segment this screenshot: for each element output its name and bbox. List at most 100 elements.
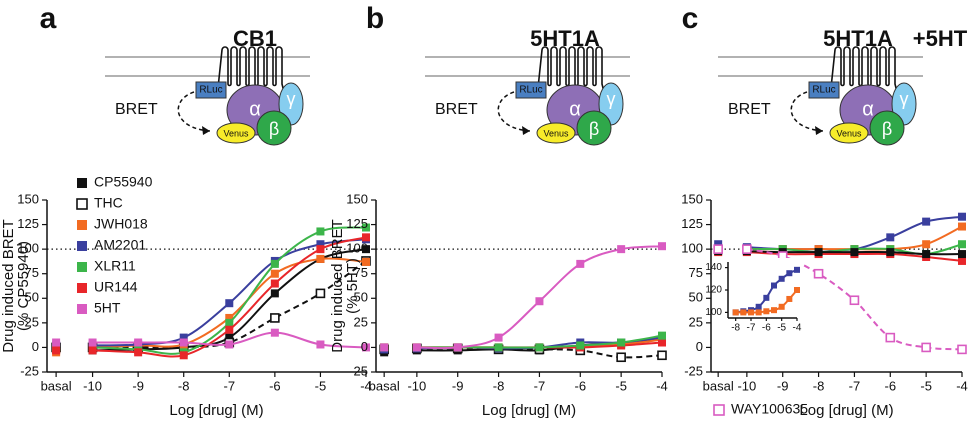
x-tick-label: -9: [777, 378, 789, 393]
data-point: [778, 275, 785, 282]
x-tick-label: basal: [41, 378, 72, 393]
data-point: [957, 344, 967, 355]
x-tick-label: -5: [920, 378, 932, 393]
y-tick-label: 0: [361, 339, 368, 354]
y-axis-title: (% 5HT): [344, 258, 361, 314]
legend-label: AM2201: [94, 237, 146, 253]
legend-swatch: [77, 220, 87, 230]
x-tick-label: -4: [793, 323, 802, 334]
legend-swatch: [77, 241, 87, 251]
data-point: [362, 223, 370, 232]
data-point: [270, 259, 279, 268]
y-tick-label: 50: [25, 290, 39, 305]
data-point: [380, 343, 389, 352]
gamma-label: γ: [900, 89, 909, 109]
data-point: [52, 346, 61, 355]
data-point: [316, 240, 325, 249]
x-tick-label: -8: [813, 378, 825, 393]
y-tick-label: -25: [20, 363, 39, 378]
legend-label: XLR11: [94, 258, 136, 274]
data-point: [771, 307, 777, 314]
receptor-diagram: RLuc α γβ Venus BRET: [105, 46, 310, 146]
data-point: [576, 341, 585, 350]
y-tick-label: 0: [696, 339, 703, 354]
y-tick-label: -25: [684, 363, 703, 378]
data-point: [778, 303, 785, 310]
data-point: [225, 299, 234, 308]
data-point: [315, 288, 326, 299]
data-point: [179, 333, 188, 342]
data-point: [850, 248, 859, 257]
data-point: [270, 328, 279, 337]
g-beta: [869, 110, 905, 146]
legend-label: JWH018: [94, 216, 148, 232]
beta-label: β: [882, 119, 892, 139]
data-point: [316, 340, 325, 349]
receptor-helices: [830, 46, 898, 93]
legend-swatch: [77, 262, 87, 272]
y-axis-title: Drug induced BRET: [329, 219, 346, 352]
data-point: [270, 313, 280, 323]
data-point: [786, 270, 793, 277]
x-tick-label: -4: [360, 378, 372, 393]
venus-label: Venus: [223, 128, 249, 138]
legend-swatch: [713, 404, 725, 416]
data-point: [658, 338, 666, 347]
panel-letter: c: [682, 2, 699, 35]
legend-swatch: [76, 198, 88, 210]
data-point: [52, 338, 61, 347]
g-beta: [256, 110, 292, 146]
y-tick-label: 50: [689, 290, 703, 305]
receptor-helices: [217, 46, 285, 93]
legend-swatch: [77, 283, 87, 293]
receptor-label: CB1: [233, 26, 277, 51]
venus: [536, 122, 576, 144]
rluc: [515, 81, 547, 99]
data-point: [742, 244, 752, 254]
data-point: [755, 309, 762, 316]
x-tick-label: basal: [703, 378, 734, 393]
receptor-label: 5HT1A: [530, 26, 600, 51]
y-axis-title: (% CP55940): [15, 241, 32, 331]
x-tick-label: -8: [731, 323, 740, 334]
data-point: [362, 245, 370, 254]
y-tick-label: 0: [32, 339, 39, 354]
bret-arrow: [790, 91, 824, 132]
data-point: [771, 282, 777, 289]
data-point: [714, 240, 723, 249]
x-tick-label: -10: [737, 378, 756, 393]
data-point: [958, 250, 966, 259]
y-tick-label: 100: [346, 241, 368, 256]
data-point: [886, 248, 895, 257]
alpha-label: α: [862, 98, 874, 120]
x-tick-label: -9: [452, 378, 464, 393]
data-point: [576, 259, 585, 268]
data-point: [134, 338, 143, 347]
data-point: [958, 222, 966, 231]
legend-label: 5HT: [94, 300, 121, 316]
x-tick-label: -7: [224, 378, 236, 393]
data-point: [658, 331, 666, 340]
rluc: [808, 81, 840, 99]
x-tick-label: -6: [575, 378, 587, 393]
panel-letter: b: [366, 2, 384, 35]
data-point: [763, 308, 770, 315]
bret-label: BRET: [728, 101, 771, 118]
y-tick-label: 25: [25, 314, 39, 329]
y-tick-label: 150: [681, 191, 703, 206]
rluc-label: RLuc: [519, 85, 542, 96]
data-point: [958, 240, 966, 249]
venus-label: Venus: [836, 128, 862, 138]
bret-arrow: [177, 91, 211, 132]
legend-label: UR144: [94, 279, 138, 295]
g-beta: [576, 110, 612, 146]
beta-label: β: [589, 119, 599, 139]
data-point: [88, 338, 97, 347]
data-point: [958, 212, 966, 221]
y-tick-label: 120: [705, 285, 722, 296]
data-point: [179, 338, 188, 347]
data-point: [225, 313, 234, 322]
legend-swatch: [77, 178, 87, 188]
legend-swatch: [77, 304, 87, 314]
